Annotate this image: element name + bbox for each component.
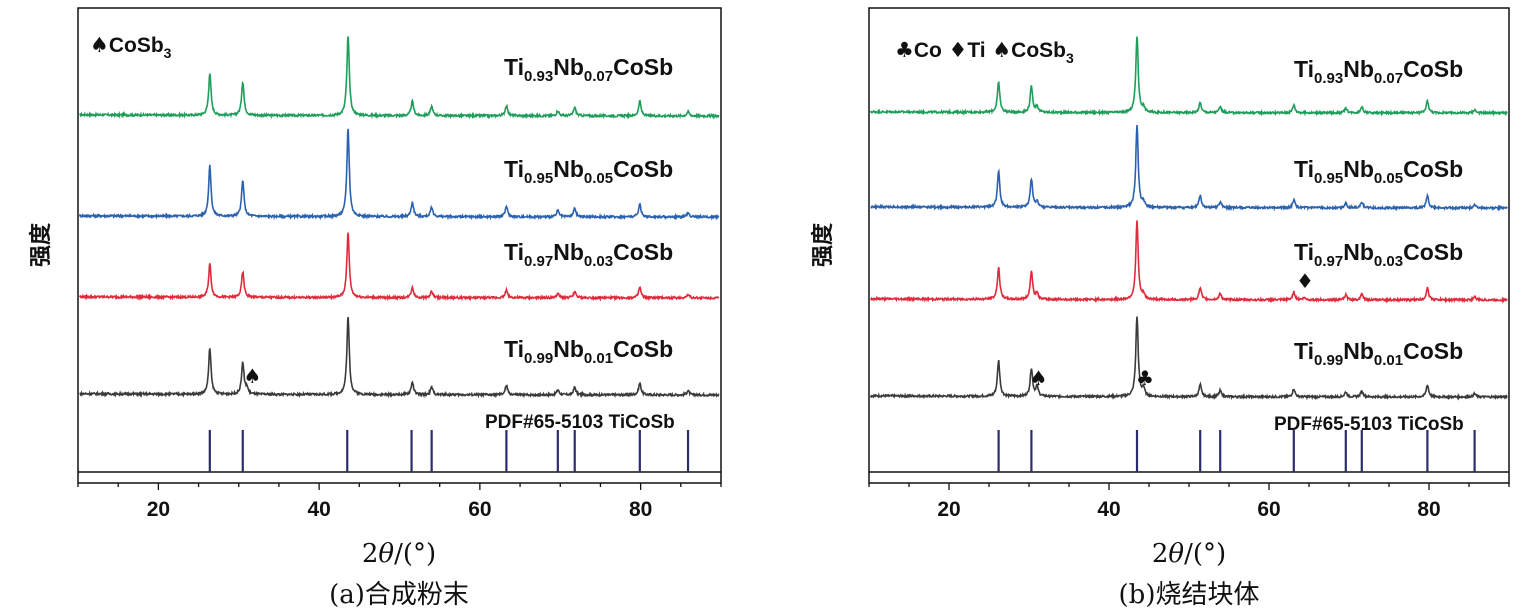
phase-legend: ♠CoSb3 [90,33,172,61]
panel-caption: (a)合成粉末 [329,580,469,610]
phase-marker: ♠ [1030,366,1048,390]
series-line [870,124,1508,212]
x-tick-label: 80 [1417,498,1440,521]
series-line [869,316,1508,401]
series-label: Ti0.99Nb0.01CoSb [504,336,673,367]
series-label: Ti0.97Nb0.03CoSb [1294,239,1463,270]
x-tick-label: 20 [147,498,170,521]
series-label: Ti0.97Nb0.03CoSb [504,239,673,270]
series-label: Ti0.93Nb0.07CoSb [504,54,673,85]
series-line [870,220,1508,304]
series-line [79,36,720,120]
phase-marker: ♠ [243,364,261,388]
reference-label: PDF#65-5103 TiCoSb [1274,414,1464,435]
series-label: Ti0.95Nb0.05CoSb [504,156,673,187]
series-line [78,128,720,221]
series-line [79,316,720,399]
phase-marker: ♦ [1296,269,1314,293]
x-tick-label: 80 [629,498,652,521]
series-label: Ti0.93Nb0.07CoSb [1294,56,1463,87]
series-line [78,232,720,302]
x-tick-label: 40 [1097,498,1120,521]
x-tick-label: 20 [937,498,960,521]
y-axis-label: 强度 [28,222,54,267]
x-axis-label: 2θ/(°) [362,539,436,569]
series-label: Ti0.99Nb0.01CoSb [1294,338,1463,369]
panel-caption: (b)烧结块体 [1119,580,1260,610]
series-line [869,36,1508,117]
phase-legend: ♣Co ♦Ti ♠CoSb3 [895,38,1074,66]
series-label: Ti0.95Nb0.05CoSb [1294,156,1463,187]
y-axis-label: 强度 [810,222,836,267]
reference-label: PDF#65-5103 TiCoSb [485,412,675,433]
x-axis-label: 2θ/(°) [1152,539,1226,569]
panel-b: 20 40 60 80 强度 2θ/(°) (b)烧结块体 ♣Co ♦Ti ♠CoSb3 PDF… [810,7,1510,610]
panel-a: 20 40 60 80 强度 2θ/(°) (a)合成粉末 ♠CoSb3 PDF#65-5103… [28,7,722,610]
phase-marker: ♣ [1136,366,1154,390]
x-tick-label: 60 [468,498,491,521]
x-tick-label: 40 [307,498,330,521]
x-tick-label: 60 [1257,498,1280,521]
